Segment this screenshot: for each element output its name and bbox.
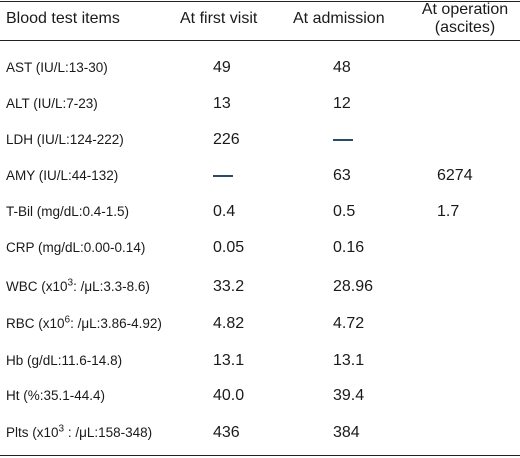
row-item-label-unit: : /μL:3.3-8.6)	[73, 279, 150, 294]
first-visit-value: 226	[213, 131, 240, 148]
row-item-label: AMY (IU/L:44-132)	[6, 168, 119, 183]
row-item-exponent: 6	[64, 314, 71, 326]
table-row: RBC (x106: /μL:3.86-4.92) 4.82 4.72	[0, 309, 520, 339]
admission-value: 12	[333, 95, 351, 112]
row-item-label: Plts (x103 : /μL:158-348)	[6, 418, 152, 448]
row-item-label-unit: : /μL:3.86-4.92)	[70, 316, 162, 331]
row-item-label-text: Plts (x10	[6, 425, 59, 440]
first-visit-value: 436	[213, 424, 240, 441]
first-visit-value: 13	[213, 95, 231, 112]
first-visit-value: 49	[213, 59, 231, 76]
admission-value: 0.16	[333, 239, 365, 256]
operation-value: 1.7	[437, 203, 460, 220]
first-visit-value: 0.4	[213, 203, 236, 220]
table-row: Hb (g/dL:11.6-14.8) 13.1 13.1	[0, 346, 520, 376]
header-operation-line1: At operation	[421, 1, 509, 18]
admission-value: 4.72	[333, 315, 365, 332]
row-item-exponent: 3	[58, 423, 65, 435]
missing-value-dash	[213, 174, 233, 177]
admission-value: 28.96	[333, 278, 374, 295]
header-operation-line2: (ascites)	[434, 19, 496, 36]
table-header-rule	[0, 40, 520, 41]
row-item-label: Ht (%:35.1-44.4)	[6, 388, 106, 403]
admission-dash	[333, 125, 353, 155]
table-row: Ht (%:35.1-44.4) 40.0 39.4	[0, 381, 520, 411]
missing-value-dash	[333, 138, 353, 141]
table-row: LDH (IU/L:124-222) 226	[0, 125, 520, 155]
table-row: AMY (IU/L:44-132) 63 6274	[0, 161, 520, 191]
header-admission: At admission	[293, 10, 385, 27]
table-row: ALT (IU/L:7-23) 13 12	[0, 89, 520, 119]
table-row: CRP (mg/dL:0.00-0.14) 0.05 0.16	[0, 233, 520, 263]
row-item-label-text: RBC (x10	[6, 316, 65, 331]
row-item-label: CRP (mg/dL:0.00-0.14)	[6, 240, 146, 255]
admission-value: 63	[333, 167, 351, 184]
first-visit-value: 40.0	[213, 387, 245, 404]
row-item-label-text: WBC (x10	[6, 279, 68, 294]
admission-value: 48	[333, 59, 351, 76]
row-item-label: AST (IU/L:13-30)	[6, 60, 108, 75]
admission-value: 384	[333, 424, 360, 441]
first-visit-value: 33.2	[213, 278, 245, 295]
table-row: T-Bil (mg/dL:0.4-1.5) 0.4 0.5 1.7	[0, 197, 520, 227]
operation-value: 6274	[437, 167, 473, 184]
admission-value: 13.1	[333, 352, 365, 369]
row-item-label: ALT (IU/L:7-23)	[6, 96, 98, 111]
table-row: Plts (x103 : /μL:158-348) 436 384	[0, 418, 520, 448]
table-row: WBC (x103: /μL:3.3-8.6) 33.2 28.96	[0, 272, 520, 302]
first-visit-value: 4.82	[213, 315, 245, 332]
row-item-exponent: 3	[67, 277, 74, 289]
table-top-rule	[0, 1, 520, 2]
admission-value: 0.5	[333, 203, 356, 220]
row-item-label: WBC (x103: /μL:3.3-8.6)	[6, 272, 150, 302]
row-item-label: LDH (IU/L:124-222)	[6, 132, 124, 147]
first-visit-dash	[213, 161, 233, 191]
row-item-label: Hb (g/dL:11.6-14.8)	[6, 353, 123, 368]
table-bottom-rule	[0, 455, 520, 456]
first-visit-value: 0.05	[213, 239, 245, 256]
admission-value: 39.4	[333, 387, 365, 404]
row-item-label: T-Bil (mg/dL:0.4-1.5)	[6, 204, 130, 219]
table-row: AST (IU/L:13-30) 49 48	[0, 53, 520, 83]
header-blood-test-items: Blood test items	[6, 10, 120, 27]
header-operation: At operation (ascites)	[418, 1, 512, 37]
row-item-label-unit: : /μL:158-348)	[64, 425, 153, 440]
header-first-visit: At first visit	[180, 10, 258, 27]
row-item-label: RBC (x106: /μL:3.86-4.92)	[6, 309, 162, 339]
first-visit-value: 13.1	[213, 352, 245, 369]
